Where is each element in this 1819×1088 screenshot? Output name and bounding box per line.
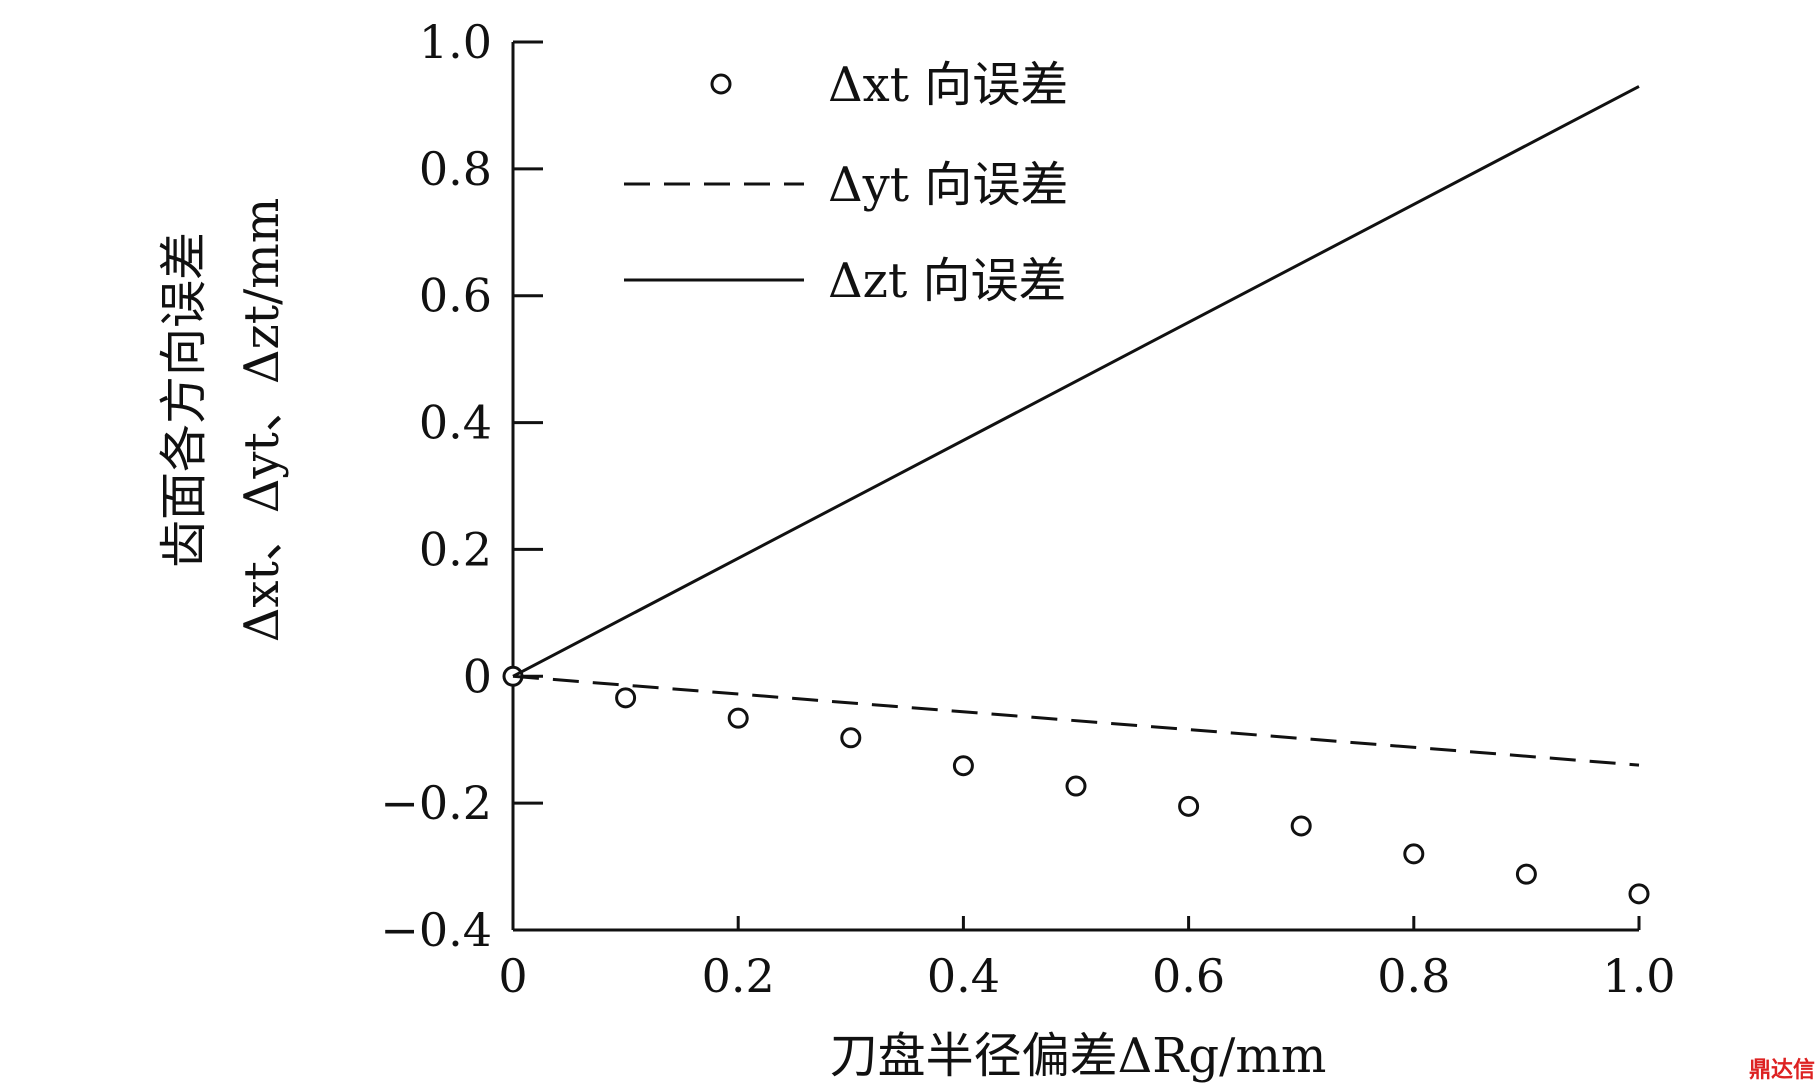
data-point xyxy=(615,687,637,709)
axis-titles: 刀盘半径偏差ΔRg/mm 齿面各方向误差 Δxt、Δyt、Δzt/mm xyxy=(156,198,1326,1084)
x-tick-label: 0.4 xyxy=(927,949,1000,1003)
x-tick-label: 1.0 xyxy=(1602,949,1675,1003)
y-axis-title-line2: Δxt、Δyt、Δzt/mm xyxy=(234,198,290,643)
legend: Δxt 向误差 Δyt 向误差 Δzt 向误差 xyxy=(624,57,1068,309)
data-point xyxy=(1065,775,1087,797)
ticks: 0 0.2 0.4 0.6 0.8 1.0 1.0 0.8 0.6 0.4 0.2 0 −0.2 −0.4 xyxy=(380,15,1675,1003)
y-axis-title-line1: 齿面各方向误差 xyxy=(156,232,212,568)
series-line-2 xyxy=(512,674,1640,767)
y-tick-label: 1.0 xyxy=(419,15,492,69)
x-tick-label: 0.8 xyxy=(1377,949,1450,1003)
series-line-3 xyxy=(512,85,1640,678)
data-point xyxy=(1290,815,1312,837)
data-point xyxy=(840,727,862,749)
legend-marker xyxy=(710,73,732,95)
y-tick-label: −0.4 xyxy=(380,903,492,957)
watermark-logo: 鼎达信 xyxy=(1748,1058,1815,1083)
y-tick-label: 0.8 xyxy=(419,142,492,196)
y-tick-label: 0.2 xyxy=(419,522,492,576)
data-point xyxy=(1178,795,1200,817)
y-tick-label: 0 xyxy=(463,649,492,703)
legend-label: Δyt 向误差 xyxy=(828,157,1068,213)
data-point xyxy=(727,707,749,729)
data-point xyxy=(952,755,974,777)
series xyxy=(502,85,1650,905)
legend-label: Δxt 向误差 xyxy=(828,57,1068,113)
data-point xyxy=(1403,843,1425,865)
data-point xyxy=(1515,863,1537,885)
x-tick-label: 0.6 xyxy=(1152,949,1225,1003)
data-point xyxy=(1628,883,1650,905)
legend-label: Δzt 向误差 xyxy=(828,253,1067,309)
x-axis-title: 刀盘半径偏差ΔRg/mm xyxy=(830,1028,1327,1084)
y-tick-label: −0.2 xyxy=(380,776,492,830)
y-tick-label: 0.4 xyxy=(419,396,492,450)
y-tick-label: 0.6 xyxy=(419,269,492,323)
x-tick-label: 0 xyxy=(498,949,527,1003)
x-tick-label: 0.2 xyxy=(702,949,775,1003)
axes xyxy=(511,42,1639,932)
